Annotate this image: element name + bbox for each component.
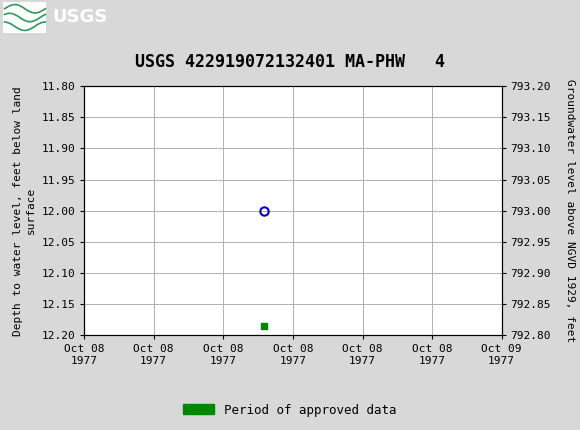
FancyBboxPatch shape [3, 2, 46, 33]
Text: USGS 422919072132401 MA-PHW   4: USGS 422919072132401 MA-PHW 4 [135, 53, 445, 71]
Y-axis label: Groundwater level above NGVD 1929, feet: Groundwater level above NGVD 1929, feet [565, 79, 575, 342]
Text: USGS: USGS [52, 9, 107, 27]
Y-axis label: Depth to water level, feet below land
surface: Depth to water level, feet below land su… [13, 86, 36, 335]
Legend: Period of approved data: Period of approved data [178, 399, 402, 421]
